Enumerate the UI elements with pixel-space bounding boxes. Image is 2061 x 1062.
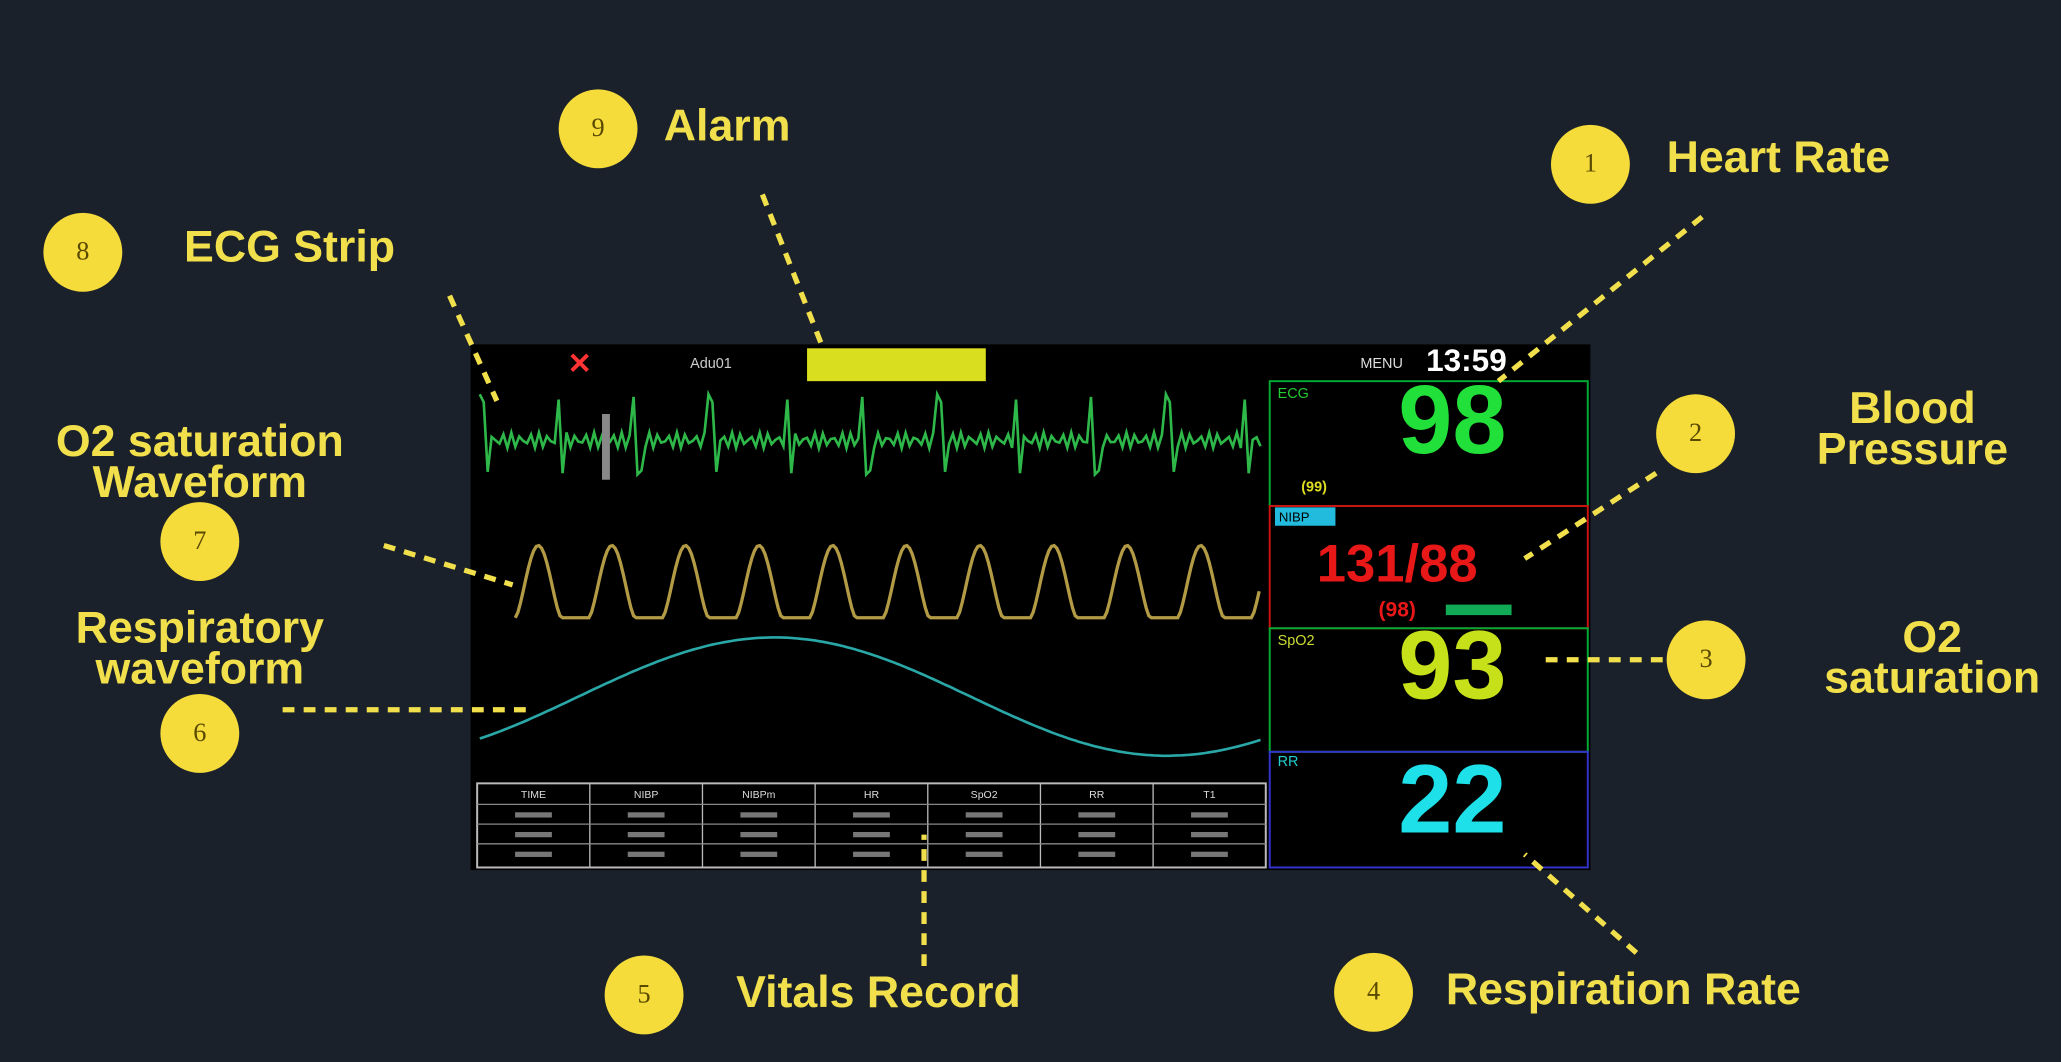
callout-label: Heart Rate [1667,133,1890,182]
callout-badge [1550,124,1630,204]
callout-label: Vitals Record [736,968,1021,1017]
callout-badge [43,212,123,292]
nibp-tag [1274,507,1336,526]
table-cell [853,851,890,857]
table-cell [1191,812,1228,818]
callout-number: 5 [638,979,651,1008]
callout-label: Blood [1849,384,1976,433]
nibp-label: NIBP [1279,509,1310,524]
rr-label: RR [1278,754,1299,770]
patient-id: Adu01 [690,356,732,372]
callout-label: Pressure [1817,425,2008,474]
callout-number: 3 [1700,644,1713,673]
table-header: NIBP [634,789,659,801]
table-header: NIBPm [742,789,776,801]
callout-number: 2 [1689,418,1702,447]
spo2-label: SpO2 [1278,633,1315,649]
heart-rate: 98 [1398,365,1506,474]
leader-line [383,542,514,588]
callout-label: O2 [1902,613,1962,662]
leader-line [1496,214,1704,384]
callout-badge [604,955,684,1035]
table-header: T1 [1203,789,1215,801]
callout-label: Respiratory [76,604,324,653]
callout-label: Alarm [664,102,791,151]
callout-number: 4 [1367,977,1380,1006]
alarm-icon [570,353,589,373]
blood-pressure: 131/88 [1317,535,1478,594]
nibp-mean: (98) [1379,599,1416,622]
menu: MENU [1360,356,1403,372]
table-cell [965,851,1003,857]
spo2-wave [513,543,1261,620]
callout-badge [1656,394,1735,474]
callout-number: 6 [193,718,206,747]
callout-number: 1 [1584,149,1597,178]
table-cell [1078,851,1116,857]
callout-badge [1666,620,1746,700]
alarm-bar [807,348,986,382]
resp-wave [479,636,1261,758]
nibp-progress [1445,604,1512,616]
callout-label: Waveform [93,458,307,507]
table-cell [740,812,778,818]
table-cell [515,851,552,857]
table-cell [515,812,552,818]
table-cell [515,831,552,838]
callout-number: 9 [592,113,605,142]
callout-label: waveform [95,644,305,693]
table-header: TIME [521,789,546,801]
table-cell [965,812,1003,818]
table-cell [1078,812,1116,818]
table-cell [1191,851,1228,857]
callout-number: 7 [193,526,206,555]
ecg-marker [602,414,610,480]
callout-number: 8 [76,237,89,266]
table-header: HR [864,789,880,801]
ecg-label: ECG [1278,386,1309,402]
leader-line [1523,470,1658,561]
table-header: RR [1089,789,1105,801]
leader-line [1522,852,1639,955]
table-cell [627,831,665,838]
table-cell [740,851,778,857]
table-header: SpO2 [971,789,998,801]
table-cell [627,812,665,818]
leader-line [759,193,824,346]
callout-label: O2 saturation [56,417,344,466]
table-cell [853,812,890,818]
table-cell [1078,831,1116,838]
table-cell [853,831,890,838]
table-cell [627,851,665,857]
table-cell [740,831,778,838]
panel [1268,750,1589,869]
vitals-table [476,782,1267,869]
ecg-sub: (99) [1301,479,1327,495]
o2-saturation: 93 [1398,611,1506,720]
table-cell [1191,831,1228,838]
callout-badge [160,693,240,773]
callout-label: ECG Strip [184,223,395,272]
callout-label: Respiration Rate [1446,965,1801,1014]
table-cell [965,831,1003,838]
respiration-rate: 22 [1398,745,1506,854]
clock: 13:59 [1426,342,1507,378]
callout-label: saturation [1824,654,2040,703]
callout-badge [1334,952,1413,1032]
callout-badge [558,89,638,169]
callout-badge [160,502,240,581]
